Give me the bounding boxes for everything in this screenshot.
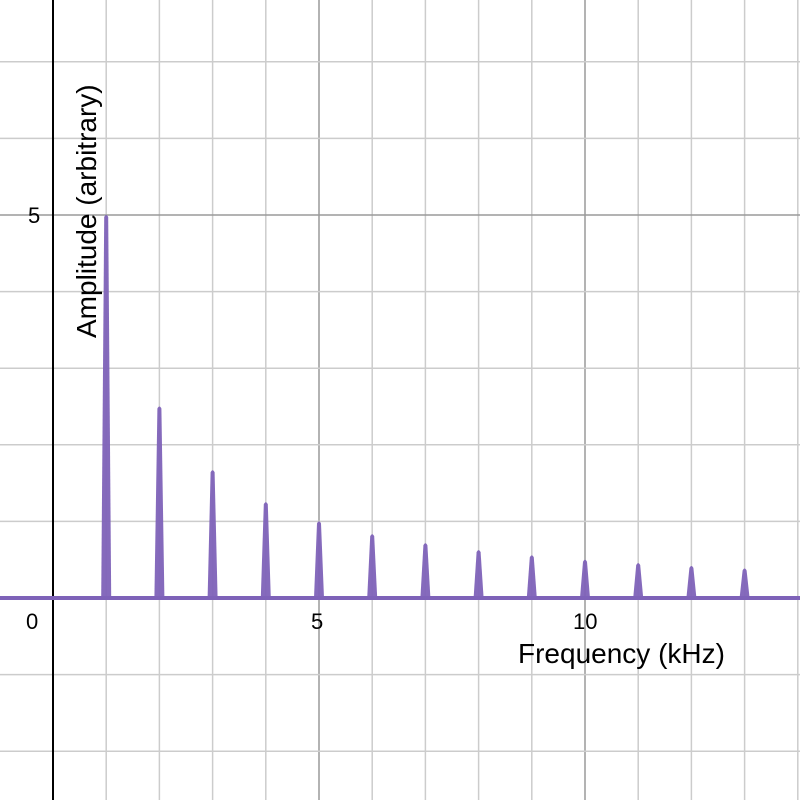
- harmonic-spike: [580, 559, 590, 598]
- harmonic-spike: [314, 521, 324, 598]
- harmonic-spike: [633, 563, 644, 598]
- harmonic-spike: [686, 566, 697, 598]
- harmonic-spike: [739, 568, 750, 598]
- origin-label: 0: [26, 609, 39, 634]
- harmonic-spike: [526, 555, 537, 598]
- harmonic-spikes: [0, 215, 800, 600]
- y-axis-label: Amplitude (arbitrary): [71, 84, 102, 338]
- x-axis-label: Frequency (kHz): [518, 638, 725, 669]
- harmonic-spike: [154, 406, 165, 598]
- x-tick-10: 10: [573, 609, 598, 634]
- harmonic-spike: [367, 534, 378, 598]
- harmonic-spike: [101, 215, 112, 598]
- x-tick-5: 5: [311, 609, 324, 634]
- harmonic-spike: [207, 470, 218, 598]
- harmonic-spike: [473, 550, 484, 598]
- harmonic-spike: [420, 543, 431, 598]
- harmonic-spike: [260, 502, 271, 598]
- y-tick-5: 5: [28, 203, 41, 228]
